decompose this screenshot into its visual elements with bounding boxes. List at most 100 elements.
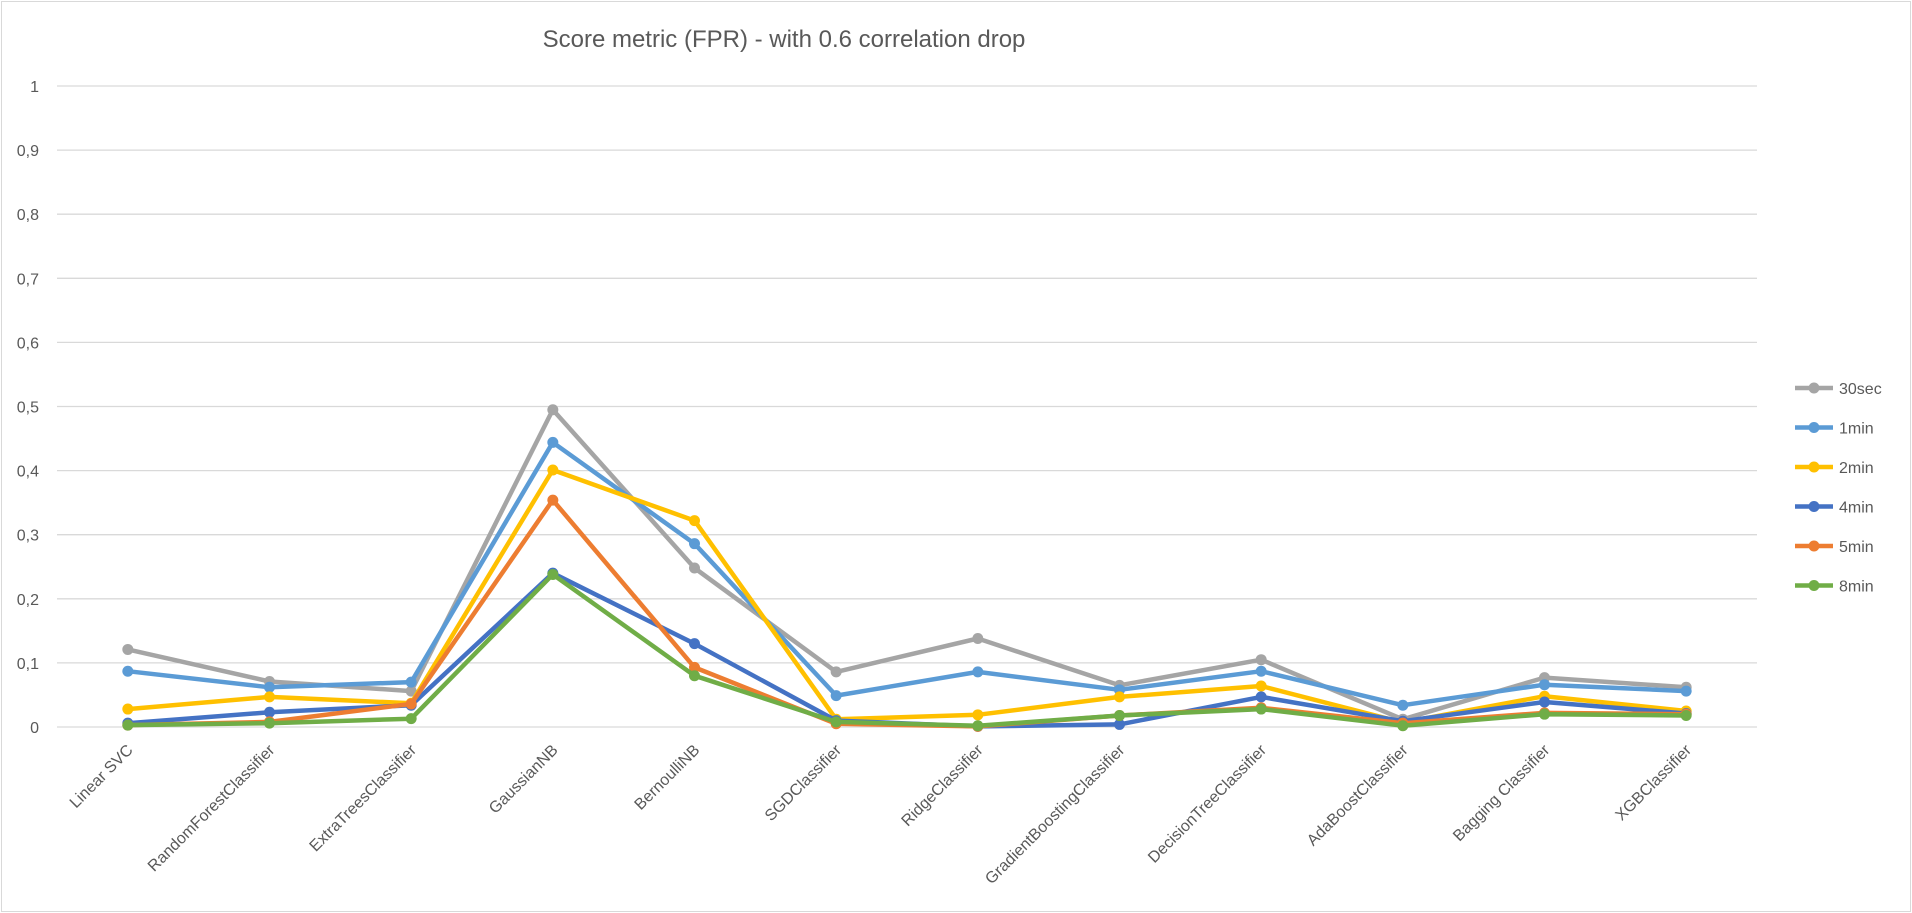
legend-label: 30sec bbox=[1839, 381, 1882, 398]
data-point bbox=[689, 562, 700, 574]
y-tick-label: 0,6 bbox=[17, 335, 39, 352]
data-point bbox=[264, 681, 275, 693]
x-tick-label: RidgeClassifier bbox=[899, 741, 988, 830]
series-line bbox=[125, 572, 1689, 728]
y-tick-label: 0,2 bbox=[17, 592, 39, 609]
series-line bbox=[125, 440, 1689, 708]
data-point bbox=[1397, 699, 1409, 711]
data-point bbox=[830, 690, 842, 702]
legend-marker bbox=[1808, 422, 1820, 433]
data-point bbox=[1539, 696, 1550, 708]
data-point bbox=[1397, 720, 1409, 732]
y-tick-label: 0 bbox=[30, 720, 39, 737]
legend-marker bbox=[1808, 461, 1820, 473]
data-point bbox=[405, 685, 417, 697]
x-tick-label: GradientBoostingClassifier bbox=[982, 741, 1128, 887]
data-point bbox=[405, 676, 417, 688]
data-point bbox=[264, 706, 275, 718]
data-point bbox=[1114, 718, 1125, 730]
data-point bbox=[972, 720, 984, 732]
legend-item: 8min bbox=[1795, 579, 1874, 596]
data-point bbox=[122, 643, 134, 655]
y-tick-label: 0,7 bbox=[17, 271, 39, 288]
data-point bbox=[972, 709, 984, 721]
y-tick-label: 0,1 bbox=[17, 656, 39, 673]
x-tick-label: RandomForestClassifier bbox=[145, 741, 279, 875]
legend-label: 5min bbox=[1839, 539, 1874, 556]
data-point bbox=[689, 670, 700, 682]
data-point bbox=[547, 404, 559, 416]
data-point bbox=[122, 703, 134, 715]
data-point bbox=[1680, 709, 1692, 721]
data-point bbox=[405, 713, 417, 725]
data-point bbox=[405, 698, 417, 710]
data-point bbox=[689, 638, 700, 650]
y-axis-tick-labels: 0 0,1 0,2 0,3 0,4 0,5 0,6 0,7 0,8 0,9 1 bbox=[17, 79, 39, 737]
legend-marker bbox=[1808, 382, 1820, 394]
x-tick-label: ExtraTreesClassifier bbox=[307, 741, 421, 855]
data-point bbox=[547, 568, 559, 580]
data-point bbox=[830, 666, 842, 678]
gridlines bbox=[57, 85, 1757, 728]
x-tick-label: BernoulliNB bbox=[632, 742, 704, 814]
data-point bbox=[972, 666, 984, 678]
data-point bbox=[1114, 691, 1125, 703]
legend-marker bbox=[1808, 540, 1820, 552]
data-point bbox=[830, 716, 842, 728]
legend-marker bbox=[1808, 501, 1820, 512]
legend-item: 1min bbox=[1795, 421, 1874, 438]
data-point bbox=[1539, 708, 1550, 720]
series-1min bbox=[122, 436, 1692, 711]
data-point bbox=[122, 665, 134, 677]
data-point bbox=[1539, 679, 1550, 691]
series-30sec bbox=[122, 404, 1692, 725]
y-tick-label: 1 bbox=[30, 79, 39, 96]
x-tick-label: GaussianNB bbox=[486, 742, 562, 818]
legend-item: 2min bbox=[1795, 460, 1874, 477]
legend-item: 4min bbox=[1795, 500, 1874, 517]
x-tick-label: XGBClassifier bbox=[1613, 741, 1696, 824]
legend-label: 2min bbox=[1839, 460, 1874, 477]
legend-item: 5min bbox=[1795, 539, 1874, 556]
y-tick-label: 0,9 bbox=[17, 143, 39, 160]
chart-title: Score metric (FPR) - with 0.6 correlatio… bbox=[543, 26, 1026, 53]
series-8min bbox=[122, 568, 1692, 732]
y-tick-label: 0,5 bbox=[17, 400, 39, 417]
data-point bbox=[264, 717, 275, 729]
data-point bbox=[1255, 654, 1267, 666]
series-4min bbox=[122, 567, 1692, 732]
series-line bbox=[125, 497, 1689, 729]
legend-item: 30sec bbox=[1795, 381, 1882, 398]
data-point bbox=[972, 633, 984, 645]
y-tick-label: 0,4 bbox=[17, 464, 39, 481]
data-point bbox=[1680, 685, 1692, 697]
data-point bbox=[122, 719, 134, 731]
data-point bbox=[689, 538, 700, 550]
series-layer bbox=[122, 404, 1692, 732]
legend: 30sec 1min 2min 4min 5min 8min bbox=[1795, 381, 1882, 596]
data-point bbox=[264, 691, 275, 703]
x-tick-label: AdaBoostClassifier bbox=[1304, 741, 1412, 849]
x-tick-label: Linear SVC bbox=[67, 742, 137, 812]
y-tick-label: 0,3 bbox=[17, 528, 39, 545]
x-axis-tick-labels: Linear SVC RandomForestClassifier ExtraTre… bbox=[67, 741, 1696, 887]
data-point bbox=[1255, 680, 1267, 692]
data-point bbox=[547, 464, 559, 476]
x-tick-label: SGDClassifier bbox=[762, 741, 846, 825]
legend-label: 8min bbox=[1839, 579, 1874, 596]
data-point bbox=[1114, 709, 1125, 721]
legend-marker bbox=[1808, 580, 1820, 591]
data-point bbox=[689, 515, 700, 527]
data-point bbox=[1255, 703, 1267, 715]
data-point bbox=[689, 661, 700, 673]
data-point bbox=[547, 436, 559, 448]
x-tick-label: Bagging Classifier bbox=[1450, 741, 1554, 845]
series-line bbox=[125, 407, 1689, 722]
legend-label: 1min bbox=[1839, 421, 1874, 438]
x-tick-label: DecisionTreeClassifier bbox=[1145, 741, 1270, 866]
data-point bbox=[1255, 691, 1267, 703]
data-point bbox=[1255, 665, 1267, 677]
y-tick-label: 0,8 bbox=[17, 207, 39, 224]
legend-label: 4min bbox=[1839, 500, 1874, 517]
